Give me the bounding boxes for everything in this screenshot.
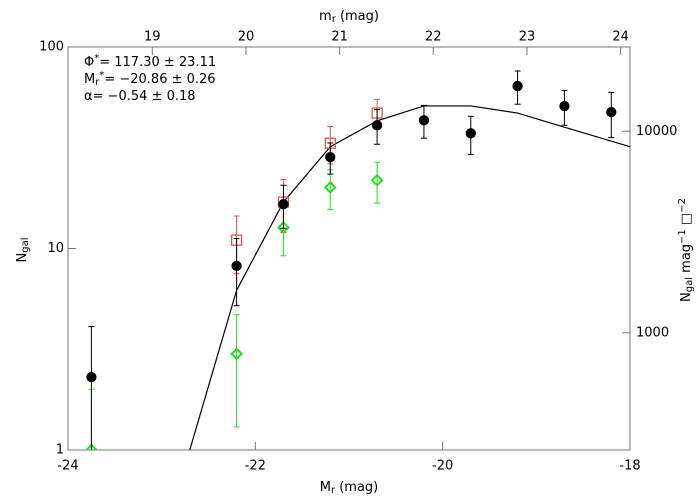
y-axis-label-part: gal bbox=[20, 238, 31, 253]
y-axis-label-part: N bbox=[15, 253, 30, 263]
annotation-part: * bbox=[94, 53, 99, 64]
annotation-part: Φ bbox=[84, 55, 94, 70]
x2-axis-label-part: (mag) bbox=[336, 9, 379, 24]
point bbox=[231, 260, 242, 272]
point bbox=[278, 198, 289, 210]
point bbox=[230, 347, 244, 361]
point bbox=[606, 106, 617, 118]
point bbox=[325, 152, 336, 163]
y-axis-label: Ngal bbox=[15, 238, 32, 263]
point bbox=[465, 128, 476, 139]
y2-axis-label-part: N bbox=[679, 292, 694, 302]
point bbox=[559, 100, 570, 112]
x2-tick-label: 20 bbox=[238, 30, 255, 45]
x2-tick-label: 19 bbox=[144, 30, 161, 45]
x-tick-label: -18 bbox=[619, 459, 640, 474]
annotation: α= −0.54 ± 0.18 bbox=[84, 89, 196, 104]
y-tick-label: 100 bbox=[39, 40, 64, 55]
model-curve bbox=[189, 105, 630, 450]
plot-area bbox=[85, 70, 630, 450]
y2-axis-label-part: gal bbox=[684, 277, 695, 292]
point bbox=[277, 221, 290, 234]
y2-tick-label: 1000 bbox=[636, 325, 669, 340]
y-tick-label: 10 bbox=[47, 241, 64, 256]
y2-axis-label-part: mag bbox=[679, 244, 694, 277]
point bbox=[85, 443, 98, 450]
point bbox=[512, 80, 523, 92]
x-tick-label: -20 bbox=[432, 459, 453, 474]
annotation: Φ*= 117.30 ± 23.11 bbox=[84, 53, 216, 70]
annotation-part: = −20.86 ± 0.26 bbox=[104, 72, 215, 87]
plot-frame bbox=[67, 46, 631, 451]
x-tick-label: -24 bbox=[57, 459, 78, 474]
x-axis-label-part: r bbox=[331, 485, 336, 496]
x-axis-label-part: (mag) bbox=[335, 480, 378, 495]
x2-axis-label-part: r bbox=[332, 14, 337, 25]
y2-axis-label: Ngal mag−1 □−2 bbox=[677, 198, 696, 302]
point bbox=[418, 115, 430, 126]
annotation-part: M bbox=[84, 72, 95, 87]
x-axis-label-part: M bbox=[320, 480, 331, 495]
point bbox=[371, 120, 383, 131]
x-axis-label: Mr (mag) bbox=[320, 480, 379, 497]
annotation-part: * bbox=[99, 70, 104, 81]
y2-axis-label-part: −1 bbox=[677, 229, 688, 244]
x2-tick-label: 24 bbox=[612, 30, 629, 45]
x2-tick-label: 23 bbox=[519, 30, 536, 45]
y2-tick-label: 10000 bbox=[636, 124, 677, 139]
point bbox=[323, 180, 337, 194]
y2-axis-label-part: −2 bbox=[677, 198, 688, 213]
annotation-part: r bbox=[95, 77, 100, 88]
point bbox=[370, 173, 384, 187]
annotation-part: = 117.30 ± 23.11 bbox=[99, 55, 216, 70]
y-tick-label: 1 bbox=[56, 443, 64, 458]
x2-tick-label: 21 bbox=[331, 30, 348, 45]
x-tick-label: -22 bbox=[245, 459, 266, 474]
x2-axis-label-part: m bbox=[319, 9, 332, 24]
annotation: Mr*= −20.86 ± 0.26 bbox=[84, 70, 216, 89]
y2-axis-label-part: □ bbox=[679, 213, 694, 229]
annotation-part: α= −0.54 ± 0.18 bbox=[84, 89, 196, 104]
x2-axis-label: mr (mag) bbox=[319, 9, 379, 26]
point bbox=[86, 371, 97, 383]
x2-tick-label: 22 bbox=[425, 30, 442, 45]
